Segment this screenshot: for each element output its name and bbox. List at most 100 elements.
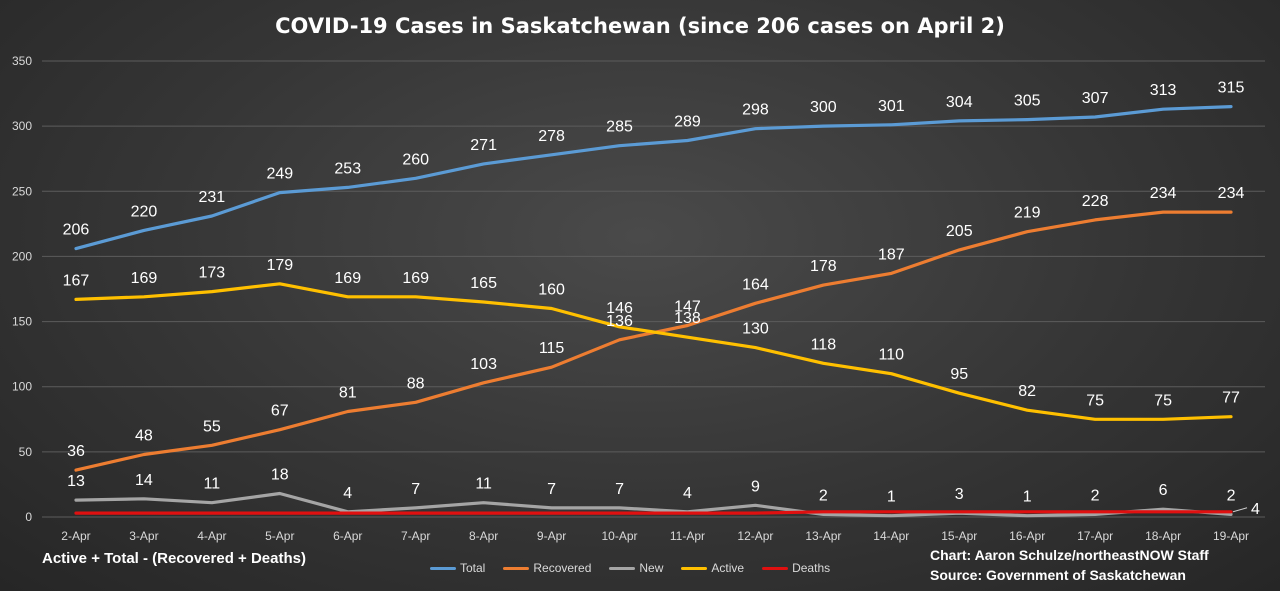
x-tick-label: 19-Apr: [1213, 529, 1249, 543]
chart-title: COVID-19 Cases in Saskatchewan (since 20…: [275, 14, 1005, 38]
data-label: 231: [199, 189, 226, 206]
data-label: 253: [334, 160, 361, 177]
data-label: 138: [674, 310, 701, 327]
x-tick-label: 12-Apr: [737, 529, 773, 543]
data-label: 136: [606, 313, 633, 330]
data-label: 278: [538, 128, 565, 145]
x-tick-label: 6-Apr: [333, 529, 362, 543]
legend-swatch: [503, 566, 530, 570]
x-tick-label: 7-Apr: [401, 529, 430, 543]
data-label: 7: [547, 481, 556, 498]
data-label: 147: [674, 298, 701, 315]
data-label: 305: [1014, 93, 1041, 110]
x-tick-label: 15-Apr: [941, 529, 977, 543]
data-label: 169: [334, 270, 361, 287]
data-label: 48: [135, 427, 153, 444]
data-label: 234: [1150, 185, 1177, 202]
legend-swatch: [609, 566, 636, 570]
y-tick-label: 150: [12, 315, 32, 329]
data-label: 205: [946, 223, 973, 240]
data-label: 187: [878, 246, 905, 263]
data-label: 4: [343, 485, 352, 502]
data-label: 103: [470, 356, 497, 373]
legend-swatch: [681, 566, 708, 570]
data-label: 307: [1082, 90, 1109, 107]
data-label: 228: [1082, 193, 1109, 210]
x-tick-label: 18-Apr: [1145, 529, 1181, 543]
data-label: 67: [271, 403, 289, 420]
data-label: 219: [1014, 205, 1041, 222]
data-label: 315: [1218, 80, 1245, 97]
x-tick-label: 4-Apr: [197, 529, 226, 543]
x-tick-label: 5-Apr: [265, 529, 294, 543]
data-label: 75: [1154, 392, 1172, 409]
x-tick-label: 2-Apr: [61, 529, 90, 543]
data-label: 81: [339, 384, 357, 401]
data-label: 7: [411, 481, 420, 498]
x-tick-label: 16-Apr: [1009, 529, 1045, 543]
data-label: 165: [470, 275, 497, 292]
data-label: 14: [135, 472, 153, 489]
legend-item-deaths: Deaths: [762, 561, 830, 575]
data-label: 7: [615, 481, 624, 498]
data-label: 178: [810, 258, 837, 275]
data-label: 160: [538, 282, 565, 299]
data-label: 9: [751, 478, 760, 495]
legend-swatch: [762, 566, 789, 570]
x-tick-label: 10-Apr: [602, 529, 638, 543]
data-label: 271: [470, 137, 497, 154]
data-label: 206: [63, 222, 90, 239]
data-label: 285: [606, 119, 633, 136]
data-label: 11: [475, 476, 492, 493]
data-label: 304: [946, 94, 973, 111]
source-text: Source: Government of Saskatchewan: [930, 567, 1186, 583]
credit-text: Chart: Aaron Schulze/northeastNOW Staff: [930, 547, 1209, 563]
x-tick-label: 14-Apr: [873, 529, 909, 543]
data-label: 298: [742, 102, 769, 119]
legend-label: Deaths: [792, 561, 831, 575]
data-label: 313: [1150, 82, 1177, 99]
data-label: 4: [1251, 501, 1260, 518]
data-label: 2: [819, 487, 828, 504]
data-label: 75: [1086, 392, 1104, 409]
legend-item-recovered: Recovered: [503, 561, 591, 575]
y-tick-label: 0: [25, 510, 32, 524]
x-tick-label: 3-Apr: [129, 529, 158, 543]
x-tick-label: 8-Apr: [469, 529, 498, 543]
data-label: 13: [67, 473, 85, 490]
data-label: 4: [683, 485, 692, 502]
legend-item-active: Active: [681, 561, 744, 575]
legend-label: New: [639, 561, 664, 575]
y-tick-label: 350: [12, 54, 32, 68]
data-label: 249: [266, 166, 293, 183]
data-label: 179: [266, 257, 293, 274]
y-tick-label: 300: [12, 119, 32, 133]
data-label: 18: [271, 467, 289, 484]
data-label: 1: [1023, 489, 1032, 506]
series-line-active: [74, 282, 1233, 421]
data-label: 169: [131, 270, 158, 287]
series-line-deaths: [74, 510, 1233, 515]
x-tick-label: 13-Apr: [805, 529, 841, 543]
data-label: 3: [955, 486, 964, 503]
data-label: 2: [1227, 487, 1236, 504]
legend-item-total: Total: [430, 561, 485, 575]
data-label: 289: [674, 113, 701, 130]
data-label: 234: [1218, 185, 1245, 202]
legend-label: Total: [460, 561, 486, 575]
data-label: 115: [539, 340, 565, 357]
data-label: 88: [407, 375, 425, 392]
formula-note: Active + Total - (Recovered + Deaths): [42, 550, 306, 567]
legend-swatch: [430, 566, 456, 570]
chart-legend: Total Recovered New Active Deaths: [430, 561, 830, 575]
y-tick-label: 50: [19, 445, 33, 459]
data-label: 130: [742, 321, 769, 338]
y-tick-label: 200: [12, 249, 32, 263]
data-label: 55: [203, 418, 221, 435]
series-line-new: [74, 491, 1233, 518]
data-label: 36: [67, 443, 85, 460]
data-label: 82: [1018, 383, 1036, 400]
legend-label: Active: [711, 561, 745, 575]
